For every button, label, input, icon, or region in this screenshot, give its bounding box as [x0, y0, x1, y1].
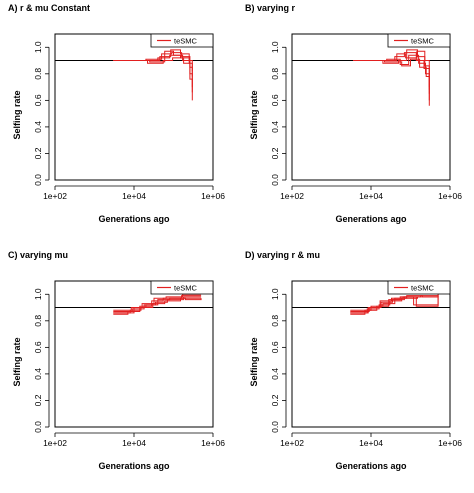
y-tick-label-0.6: 0.6 [270, 94, 280, 106]
y-tick-label-1.0: 1.0 [33, 41, 43, 53]
x-tick-label-1e+06: 1e+06 [438, 438, 462, 448]
y-tick-label-0.0: 0.0 [270, 174, 280, 186]
legend-box [387, 280, 451, 295]
chart-panel-1: A) r & mu Constant 0.0 0.2 0.4 0.6 0.8 1.0 1e+0… [8, 3, 225, 224]
y-tick-label-1.0: 1.0 [270, 41, 280, 53]
legend-label: teSMC [411, 284, 435, 293]
x-axis-label: Generations ago [335, 461, 407, 471]
y-tick-label-0.4: 0.4 [270, 121, 280, 133]
plot-frame [291, 33, 451, 181]
series-teSMC [113, 49, 193, 101]
x-axis-label: Generations ago [335, 214, 407, 224]
series-line-replicate-5 [113, 57, 193, 93]
series-line-replicate-4 [113, 49, 193, 101]
series-line-replicate-1 [353, 52, 430, 88]
y-tick-label-0.2: 0.2 [270, 394, 280, 406]
y-axis-label: Selfing rate [249, 90, 259, 139]
series-teSMC [113, 293, 202, 315]
plot-frame [291, 280, 451, 428]
x-tick-label-1e+02: 1e+02 [43, 438, 67, 448]
y-tick-label-0.2: 0.2 [33, 394, 43, 406]
x-tick-label-1e+04: 1e+04 [359, 191, 383, 201]
chart-title: D) varying r & mu [245, 250, 320, 260]
legend-label: teSMC [411, 37, 435, 46]
y-tick-label-1.0: 1.0 [33, 288, 43, 300]
x-tick-label-1e+02: 1e+02 [280, 191, 304, 201]
series-line-replicate-2 [113, 296, 202, 312]
y-tick-label-0.8: 0.8 [33, 68, 43, 80]
legend-box [150, 33, 214, 48]
series-line-replicate-3 [113, 50, 193, 88]
y-tick-label-0.4: 0.4 [33, 121, 43, 133]
y-tick-label-1.0: 1.0 [270, 288, 280, 300]
y-tick-label-0.0: 0.0 [33, 174, 43, 186]
series-line-replicate-5 [350, 294, 439, 314]
x-axis-label: Generations ago [98, 214, 170, 224]
series-teSMC [353, 49, 430, 106]
y-axis-label: Selfing rate [12, 90, 22, 139]
chart-panel-3: C) varying mu 0.0 0.2 0.4 0.6 0.8 1.0 1e+02 1e+0… [8, 250, 225, 471]
chart-title: C) varying mu [8, 250, 68, 260]
x-axis-label: Generations ago [98, 461, 170, 471]
series-line-replicate-5 [353, 58, 430, 90]
plot-frame [54, 33, 214, 181]
x-tick-label-1e+06: 1e+06 [438, 191, 462, 201]
x-tick-label-1e+04: 1e+04 [122, 191, 146, 201]
chart-panel-2: B) varying r 0.0 0.2 0.4 0.6 0.8 1.0 1e+02 1e+04… [245, 3, 462, 224]
y-tick-label-0.8: 0.8 [33, 315, 43, 327]
series-line-replicate-3 [353, 54, 430, 106]
x-tick-label-1e+06: 1e+06 [201, 191, 225, 201]
series-line-replicate-5 [113, 293, 202, 311]
x-tick-label-1e+04: 1e+04 [359, 438, 383, 448]
legend-box [387, 33, 451, 48]
legend-box [150, 280, 214, 295]
x-tick-label-1e+06: 1e+06 [201, 438, 225, 448]
x-tick-label-1e+04: 1e+04 [122, 438, 146, 448]
chart-title: B) varying r [245, 3, 296, 13]
y-tick-label-0.8: 0.8 [270, 68, 280, 80]
y-tick-label-0.0: 0.0 [33, 421, 43, 433]
x-tick-label-1e+02: 1e+02 [43, 191, 67, 201]
y-tick-label-0.6: 0.6 [270, 341, 280, 353]
legend-label: teSMC [174, 284, 198, 293]
chart-panel-4: D) varying r & mu 0.0 0.2 0.4 0.6 0.8 1.0 1e+02… [245, 250, 462, 471]
y-axis-label: Selfing rate [12, 337, 22, 386]
y-tick-label-0.2: 0.2 [33, 147, 43, 159]
series-line-replicate-4 [350, 295, 439, 311]
chart-title: A) r & mu Constant [8, 3, 90, 13]
y-tick-label-0.2: 0.2 [270, 147, 280, 159]
series-line-replicate-2 [353, 49, 430, 101]
y-tick-label-0.8: 0.8 [270, 315, 280, 327]
series-line-replicate-4 [353, 50, 430, 94]
legend-label: teSMC [174, 37, 198, 46]
y-tick-label-0.4: 0.4 [33, 368, 43, 380]
y-tick-label-0.6: 0.6 [33, 94, 43, 106]
y-tick-label-0.0: 0.0 [270, 421, 280, 433]
y-tick-label-0.6: 0.6 [33, 341, 43, 353]
y-tick-label-0.4: 0.4 [270, 368, 280, 380]
series-teSMC [350, 294, 439, 315]
x-tick-label-1e+02: 1e+02 [280, 438, 304, 448]
y-axis-label: Selfing rate [249, 337, 259, 386]
plot-frame [54, 280, 214, 428]
